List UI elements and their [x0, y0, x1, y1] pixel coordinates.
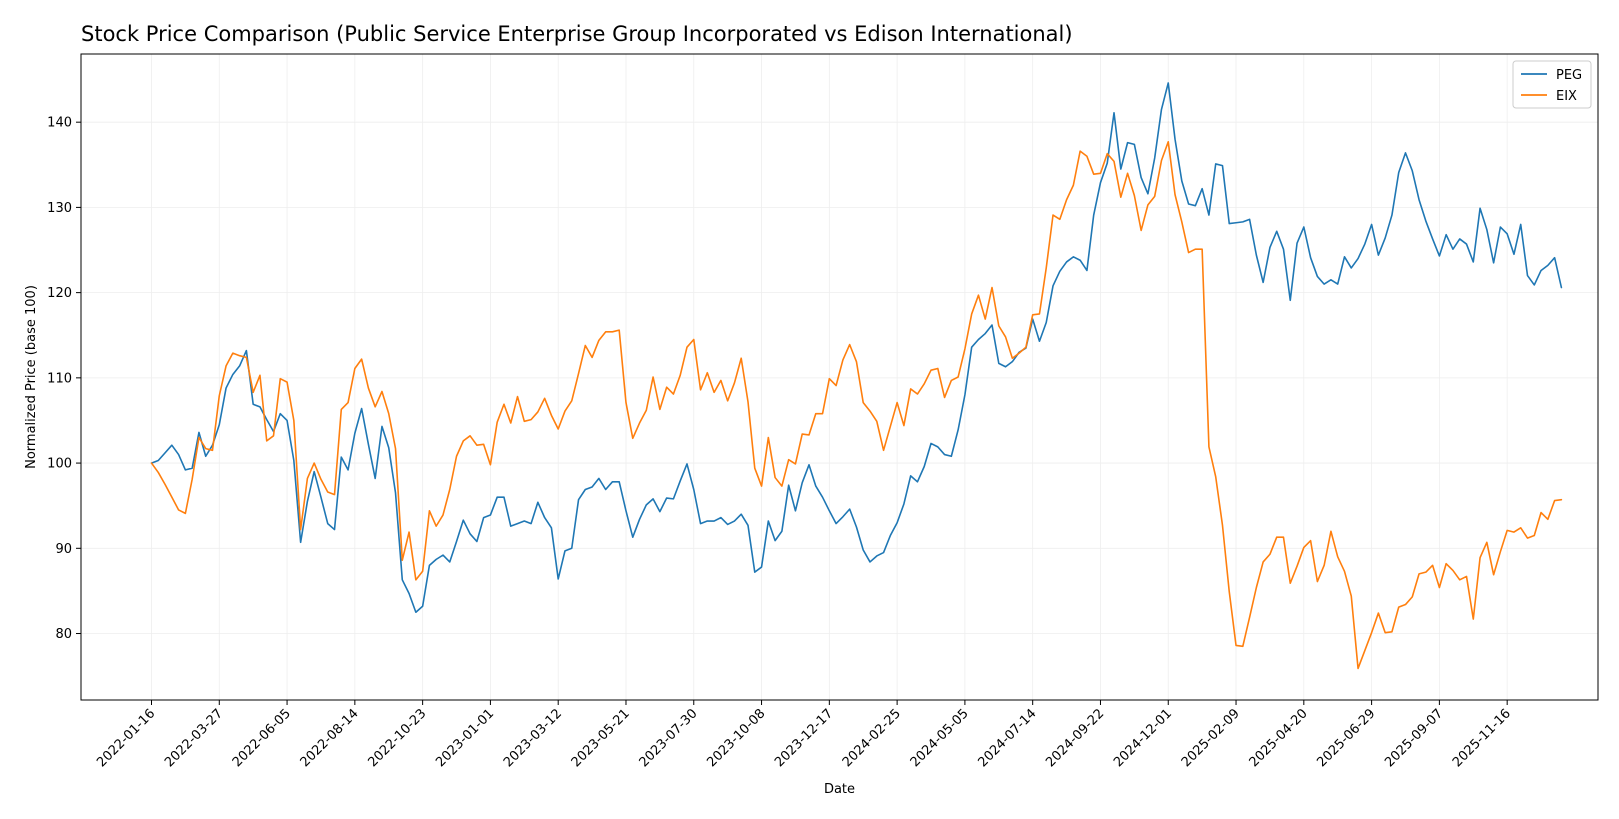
legend-label-eix: EIX — [1556, 89, 1577, 104]
legend-label-peg: PEG — [1556, 68, 1582, 83]
plot-frame — [80, 53, 1599, 701]
series-line-eix — [150, 140, 1563, 670]
y-axis-label: Normalized Price (base 100) — [24, 285, 39, 469]
y-tick-label: 120 — [47, 286, 72, 301]
legend: PEG EIX — [1512, 60, 1592, 109]
chart-title: Stock Price Comparison (Public Service E… — [81, 22, 1073, 46]
y-tick-label: 100 — [47, 457, 72, 472]
legend-box — [1512, 60, 1592, 109]
y-tick-label: 130 — [47, 201, 72, 216]
y-axis: 80 90 100 110 120 130 140 — [47, 116, 81, 642]
y-tick-label: 80 — [55, 627, 72, 642]
y-tick-label: 90 — [55, 542, 72, 557]
y-tick-label: 140 — [47, 116, 72, 131]
y-tick-label: 110 — [47, 371, 72, 386]
grid — [81, 54, 1598, 700]
series-line-peg — [150, 82, 1563, 614]
series-layer — [150, 82, 1563, 670]
x-axis-label: Date — [824, 782, 855, 797]
